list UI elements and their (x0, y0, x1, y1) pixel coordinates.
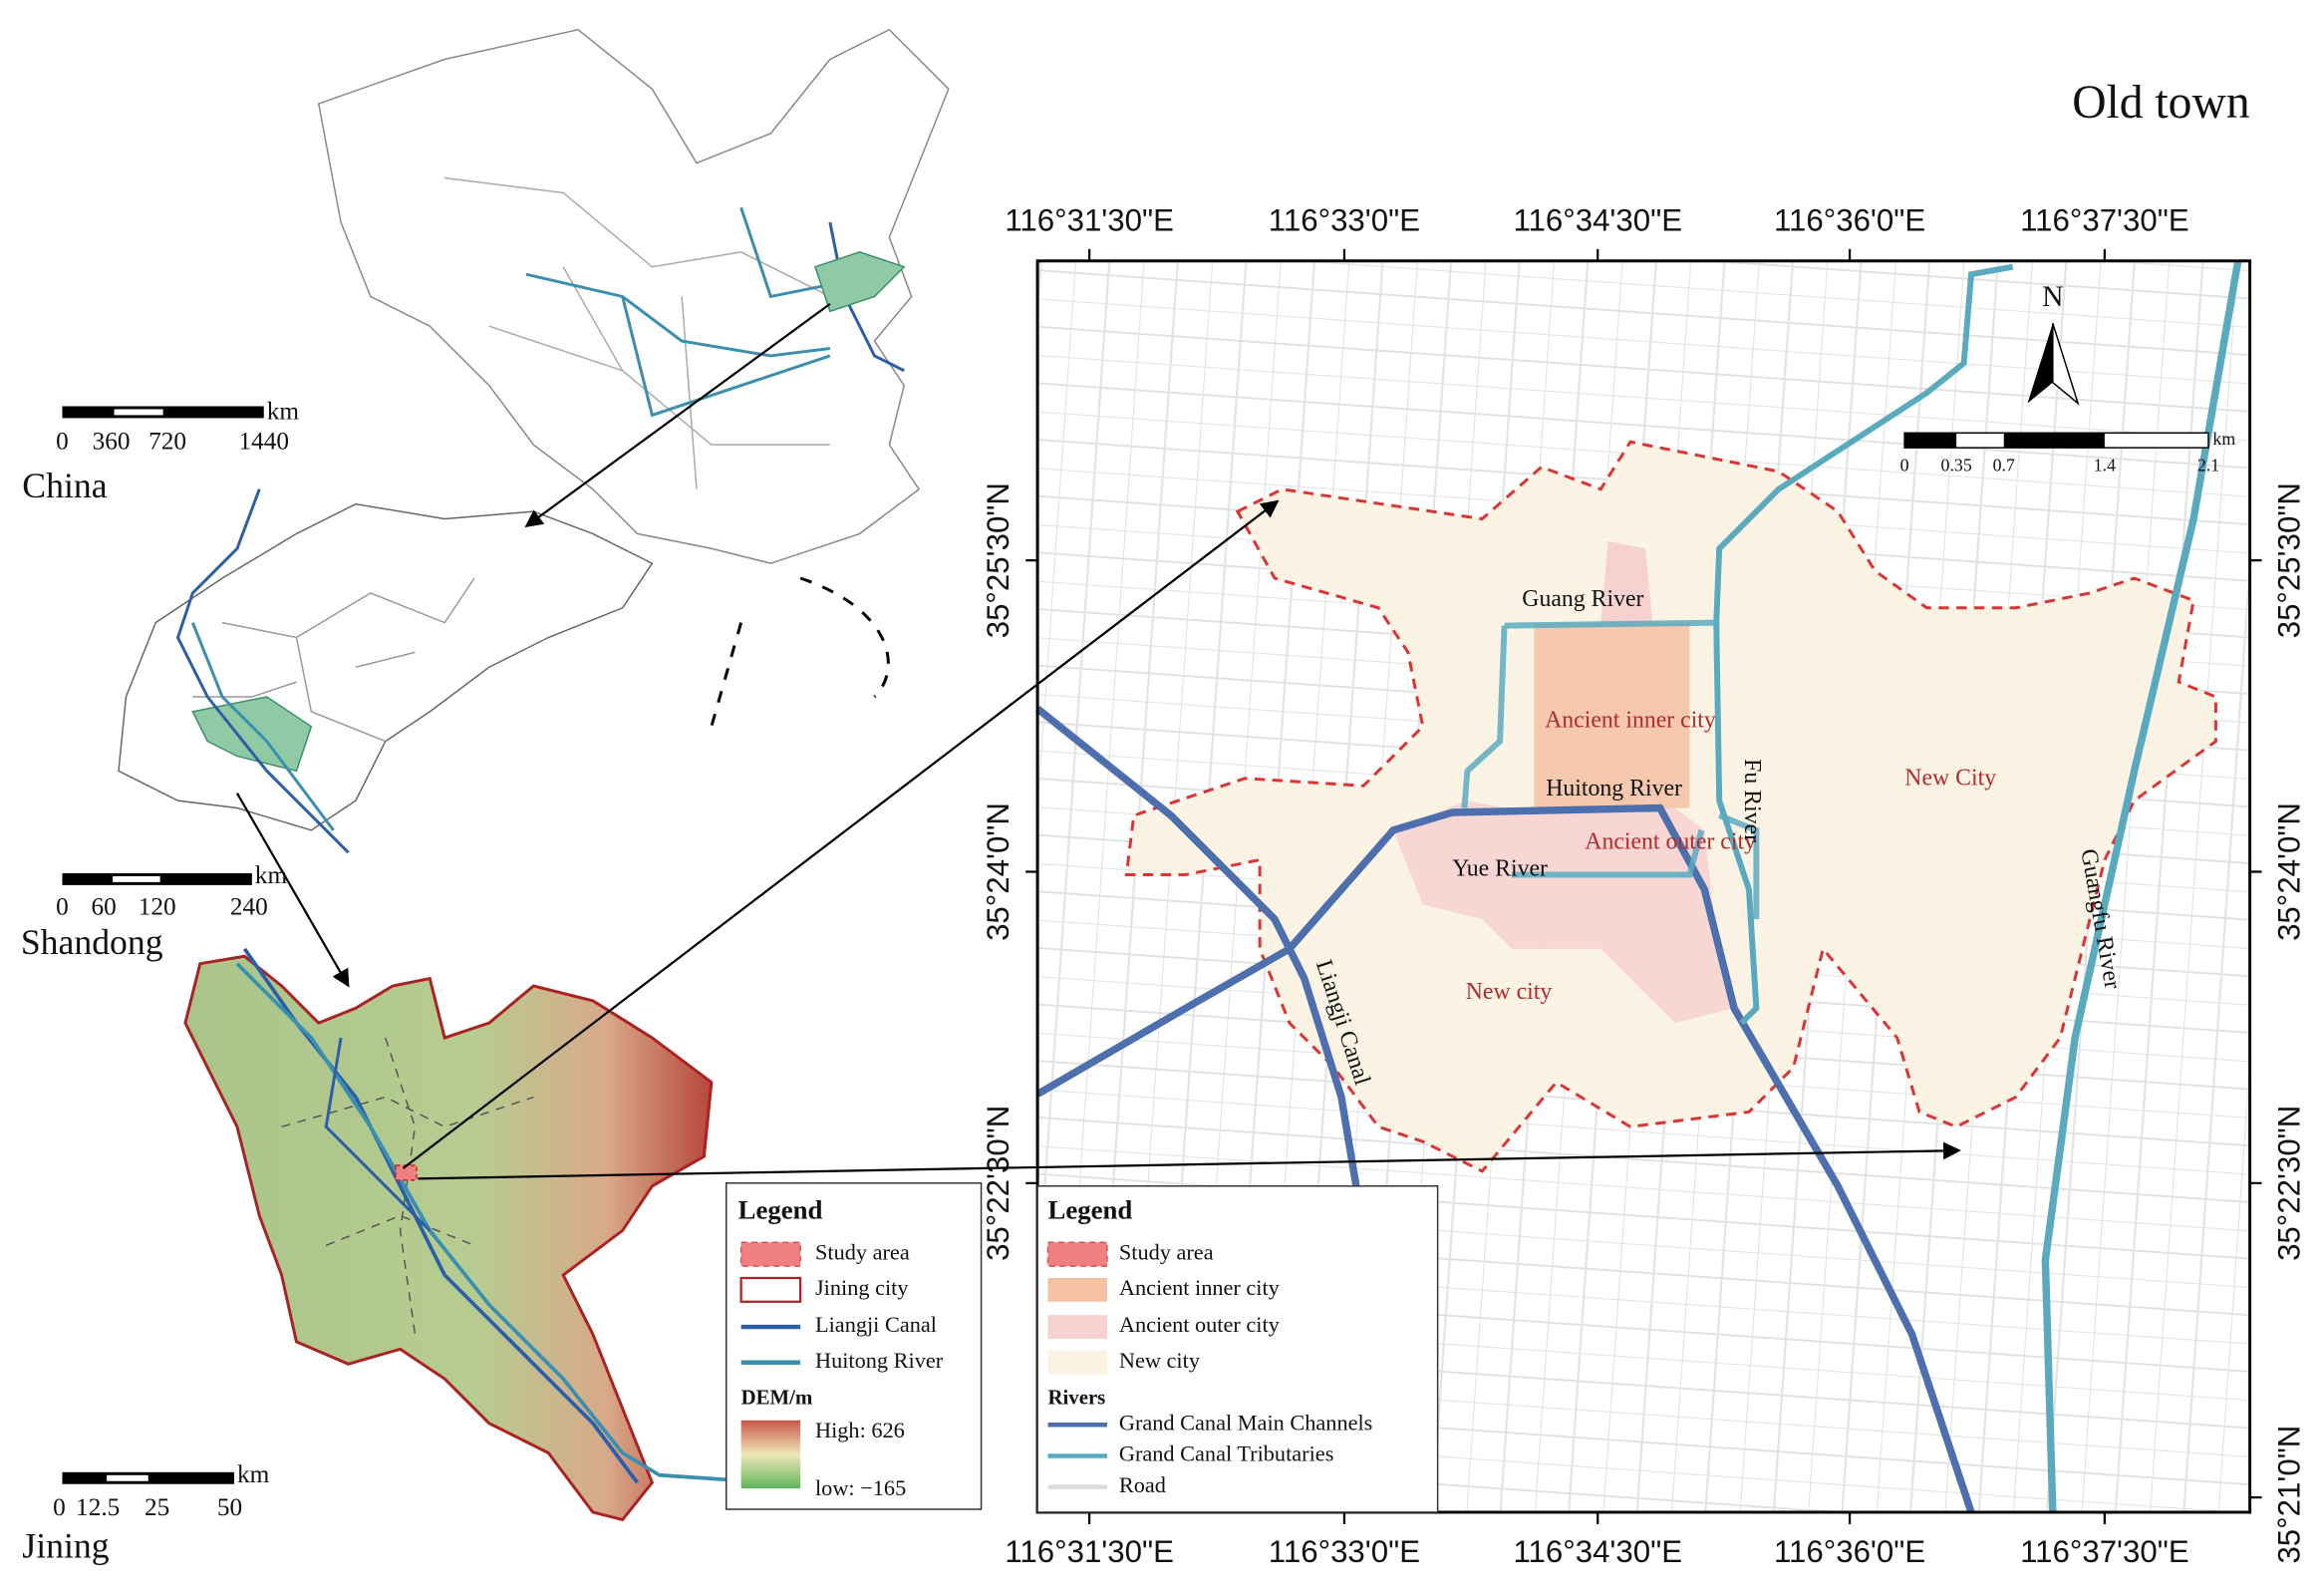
legend-title: Legend (738, 1195, 823, 1225)
scale-unit: km (237, 1460, 270, 1488)
scale-unit: km (255, 861, 288, 889)
scale-label: 0 (56, 427, 69, 455)
scale-label: 1.4 (2094, 456, 2116, 476)
jining-scale-bar: km 0 12.5 25 50 (53, 1460, 269, 1521)
area-label: Ancient outer city (1585, 829, 1756, 855)
jining-legend: Legend Study area Jining city Liangji Ca… (726, 1182, 983, 1510)
scale-label: 2.1 (2197, 456, 2219, 476)
legend-item: Huitong River (815, 1348, 944, 1373)
scale-label: 0.7 (1993, 456, 2015, 476)
x-coordinate: 116°34'30"E (1513, 1534, 1682, 1569)
legend-subtitle: DEM/m (741, 1386, 813, 1410)
legend-title: Legend (1047, 1195, 1132, 1225)
legend-item: Road (1119, 1472, 1166, 1497)
y-coordinate: 35°22'30"N (2272, 1106, 2307, 1261)
china-scale-bar: km 0 360 720 1440 (56, 398, 299, 456)
scale-label: 0 (1900, 456, 1909, 476)
x-coordinate: 116°31'30"E (1005, 1534, 1174, 1569)
river-label: Yue River (1452, 855, 1548, 881)
dem-low: low: −165 (815, 1475, 906, 1500)
map-label: Shandong (21, 922, 163, 962)
x-coordinate: 116°33'0"E (1269, 202, 1420, 237)
river-label: Fu River (1739, 759, 1765, 842)
legend-item: Study area (1119, 1239, 1214, 1264)
legend-subtitle: Rivers (1047, 1386, 1105, 1410)
scale-label: 25 (145, 1493, 169, 1521)
scale-label: 720 (148, 427, 186, 455)
legend-item: Jining city (815, 1275, 909, 1300)
scale-label: 0 (56, 892, 69, 920)
scale-label: 120 (139, 892, 176, 920)
river-label: Guang River (1522, 586, 1643, 612)
y-coordinate: 35°22'30"N (981, 1106, 1016, 1261)
scale-label: 60 (91, 892, 116, 920)
x-coordinate: 116°34'30"E (1513, 202, 1682, 237)
scale-label: 1440 (238, 427, 289, 455)
china-map (317, 28, 950, 728)
scale-label: 50 (217, 1493, 242, 1521)
coordinate-labels: 116°31'30"E 116°33'0"E 116°34'30"E 116°3… (981, 202, 2306, 1569)
x-coordinate: 116°33'0"E (1269, 1534, 1420, 1569)
dem-high: High: 626 (815, 1418, 905, 1442)
shandong-scale-bar: km 0 60 120 240 (56, 861, 287, 920)
legend-item: New city (1119, 1348, 1201, 1373)
legend-item: Grand Canal Main Channels (1119, 1410, 1373, 1435)
title: Old town (2072, 77, 2250, 129)
x-coordinate: 116°36'0"E (1774, 1534, 1925, 1569)
y-coordinate: 35°24'0"N (2272, 802, 2307, 941)
y-coordinate: 35°24'0"N (981, 802, 1016, 941)
legend-item: Liangji Canal (815, 1312, 937, 1337)
scale-unit: km (2212, 429, 2235, 449)
locator-arrows (236, 302, 1961, 1180)
legend-item: Ancient inner city (1119, 1275, 1281, 1300)
main-legend: Legend Study area Ancient inner city Anc… (1036, 1185, 1439, 1513)
x-coordinate: 116°36'0"E (1774, 202, 1925, 237)
scale-label: 240 (230, 892, 268, 920)
shandong-map (118, 488, 654, 854)
scale-label: 0.35 (1941, 456, 1972, 476)
y-coordinate: 35°25'30"N (981, 482, 1016, 638)
scale-label: 360 (93, 427, 131, 455)
main-scale-bar: km 0 0.35 0.7 1.4 2.1 (1900, 429, 2236, 476)
legend-item: Study area (815, 1239, 910, 1264)
scale-unit: km (267, 398, 300, 426)
y-coordinate: 35°21'0"N (2272, 1426, 2307, 1564)
area-label: New City (1904, 766, 1996, 792)
legend-item: Ancient outer city (1119, 1312, 1281, 1337)
scale-label: 0 (53, 1493, 66, 1521)
y-coordinate: 35°25'30"N (2272, 482, 2307, 638)
river-label: Huitong River (1546, 776, 1682, 801)
area-label: Ancient inner city (1545, 708, 1716, 734)
north-label: N (2042, 280, 2063, 313)
legend-item: Grand Canal Tributaries (1119, 1441, 1334, 1466)
map-label: China (22, 466, 107, 505)
x-coordinate: 116°31'30"E (1005, 202, 1174, 237)
x-coordinate: 116°37'30"E (2020, 1534, 2189, 1569)
jining-map (183, 947, 726, 1522)
map-label: Jining (22, 1525, 109, 1565)
scale-label: 12.5 (76, 1493, 120, 1521)
x-coordinate: 116°37'30"E (2020, 202, 2189, 237)
area-label: New city (1466, 979, 1553, 1005)
